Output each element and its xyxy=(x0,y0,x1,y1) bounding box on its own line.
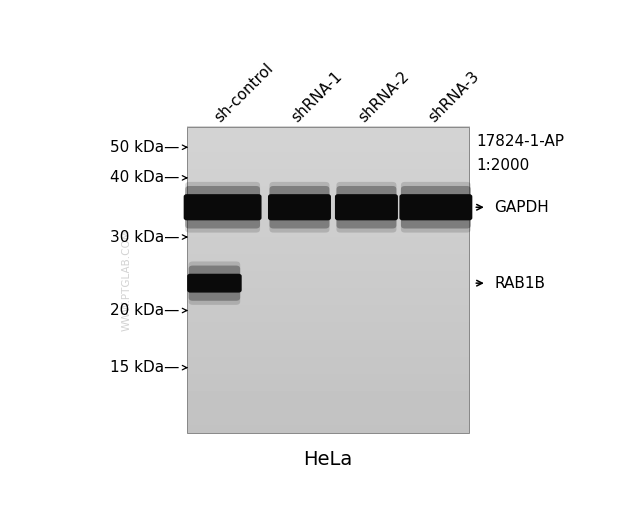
Text: 30 kDa—: 30 kDa— xyxy=(109,229,179,244)
FancyBboxPatch shape xyxy=(187,273,242,293)
Text: shRNA-3: shRNA-3 xyxy=(425,68,482,125)
FancyBboxPatch shape xyxy=(335,194,398,220)
Bar xyxy=(187,127,469,433)
Text: 40 kDa—: 40 kDa— xyxy=(110,170,179,185)
Text: 17824-1-AP: 17824-1-AP xyxy=(477,134,564,148)
FancyBboxPatch shape xyxy=(189,266,240,301)
FancyBboxPatch shape xyxy=(189,261,240,305)
Text: 1:2000: 1:2000 xyxy=(477,158,530,173)
FancyBboxPatch shape xyxy=(269,182,330,233)
FancyBboxPatch shape xyxy=(268,194,331,220)
FancyBboxPatch shape xyxy=(337,182,396,233)
FancyBboxPatch shape xyxy=(401,182,471,233)
Text: 15 kDa—: 15 kDa— xyxy=(110,360,179,375)
FancyBboxPatch shape xyxy=(185,182,260,233)
FancyBboxPatch shape xyxy=(269,186,330,228)
Text: HeLa: HeLa xyxy=(303,450,353,469)
Text: sh-control: sh-control xyxy=(212,60,276,125)
Text: 50 kDa—: 50 kDa— xyxy=(110,140,179,155)
Text: GAPDH: GAPDH xyxy=(494,200,549,215)
FancyBboxPatch shape xyxy=(401,186,471,228)
FancyBboxPatch shape xyxy=(337,186,396,228)
FancyBboxPatch shape xyxy=(184,194,262,220)
Text: WWW.PTGLAB.COM: WWW.PTGLAB.COM xyxy=(122,229,132,331)
Text: 20 kDa—: 20 kDa— xyxy=(110,303,179,318)
Text: RAB1B: RAB1B xyxy=(494,276,545,290)
FancyBboxPatch shape xyxy=(185,186,260,228)
Text: shRNA-1: shRNA-1 xyxy=(289,68,345,125)
Text: shRNA-2: shRNA-2 xyxy=(356,68,412,125)
FancyBboxPatch shape xyxy=(399,194,472,220)
